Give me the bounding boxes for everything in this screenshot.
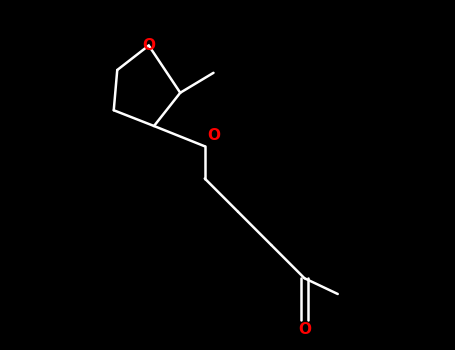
Text: O: O — [298, 322, 311, 337]
Text: O: O — [142, 38, 155, 53]
Text: O: O — [207, 128, 221, 143]
